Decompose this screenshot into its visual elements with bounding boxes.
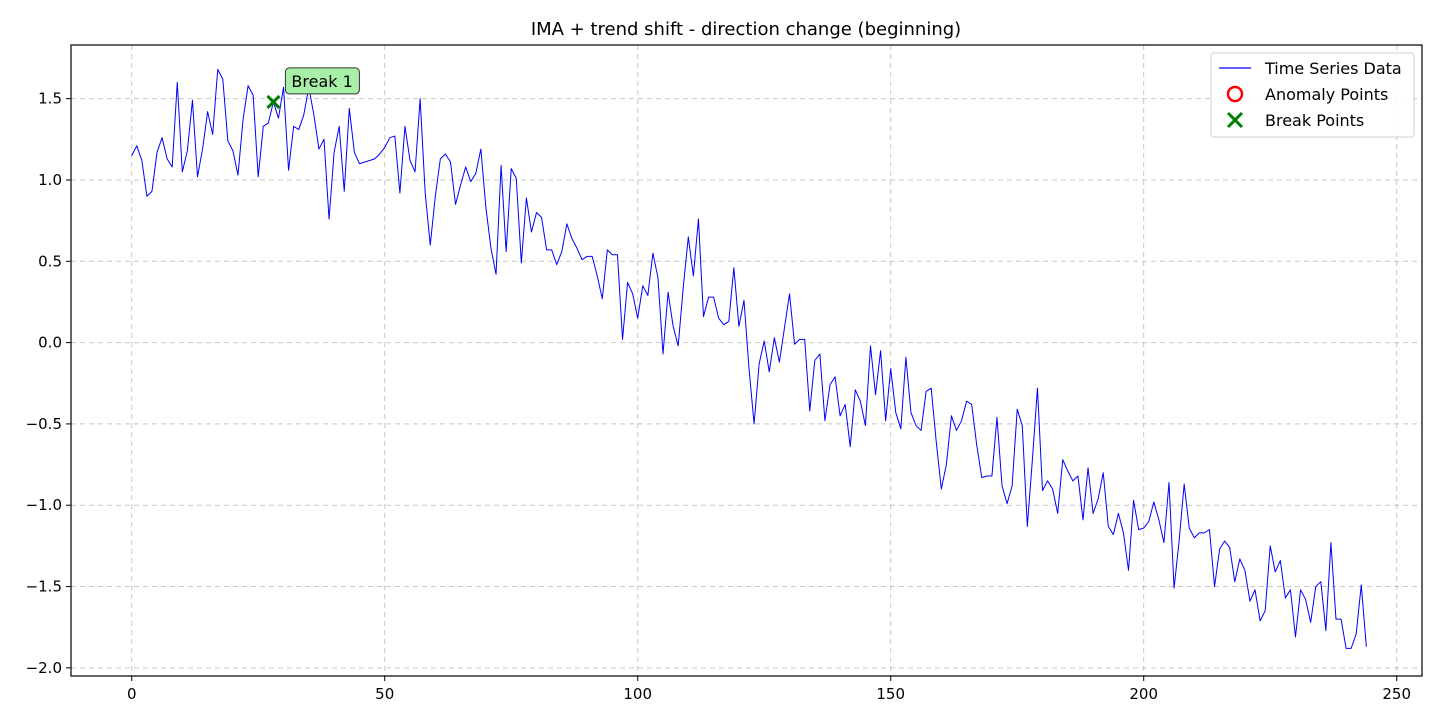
x-tick-label: 100 — [623, 685, 652, 703]
legend-box — [1210, 52, 1415, 138]
x-tick-label: 200 — [1129, 685, 1158, 703]
y-tick-label: 0.0 — [38, 334, 62, 352]
y-tick-label: −1.5 — [26, 578, 62, 596]
legend-circle-swatch — [1226, 85, 1244, 103]
axis-ticks: 0 50 100 150 200 250 −2.0 −1.5 −1.0 −0.5 0.0 0.5 1.0… — [26, 90, 1411, 703]
legend-label: Anomaly Points — [1265, 85, 1388, 104]
x-tick-label: 250 — [1382, 685, 1411, 703]
legend-x-swatch — [1226, 111, 1244, 129]
chart-title: IMA + trend shift - direction change (be… — [531, 19, 961, 40]
axes-frame — [70, 44, 1423, 677]
y-tick-label: 1.5 — [38, 90, 62, 108]
break-label: Break 1 — [291, 72, 352, 91]
plot-area — [131, 68, 1367, 649]
legend: Time Series Data Anomaly Points Break Poin… — [1210, 52, 1415, 138]
y-tick-label: 1.0 — [38, 171, 62, 189]
grid — [71, 45, 1422, 676]
x-tick-label: 0 — [127, 685, 137, 703]
y-tick-label: 0.5 — [38, 252, 62, 270]
y-tick-label: −2.0 — [26, 659, 62, 677]
x-tick-label: 150 — [876, 685, 905, 703]
break-label-box — [284, 67, 360, 95]
break-point-marker — [266, 94, 281, 109]
break-x-stroke — [266, 94, 281, 109]
annotations: Break 1 — [284, 67, 360, 95]
x-tick-label: 50 — [375, 685, 394, 703]
y-tick-label: −1.0 — [26, 496, 62, 514]
legend-label: Break Points — [1265, 111, 1364, 130]
y-tick-label: −0.5 — [26, 415, 62, 433]
series-line — [131, 68, 1367, 649]
legend-label: Time Series Data — [1264, 59, 1402, 78]
